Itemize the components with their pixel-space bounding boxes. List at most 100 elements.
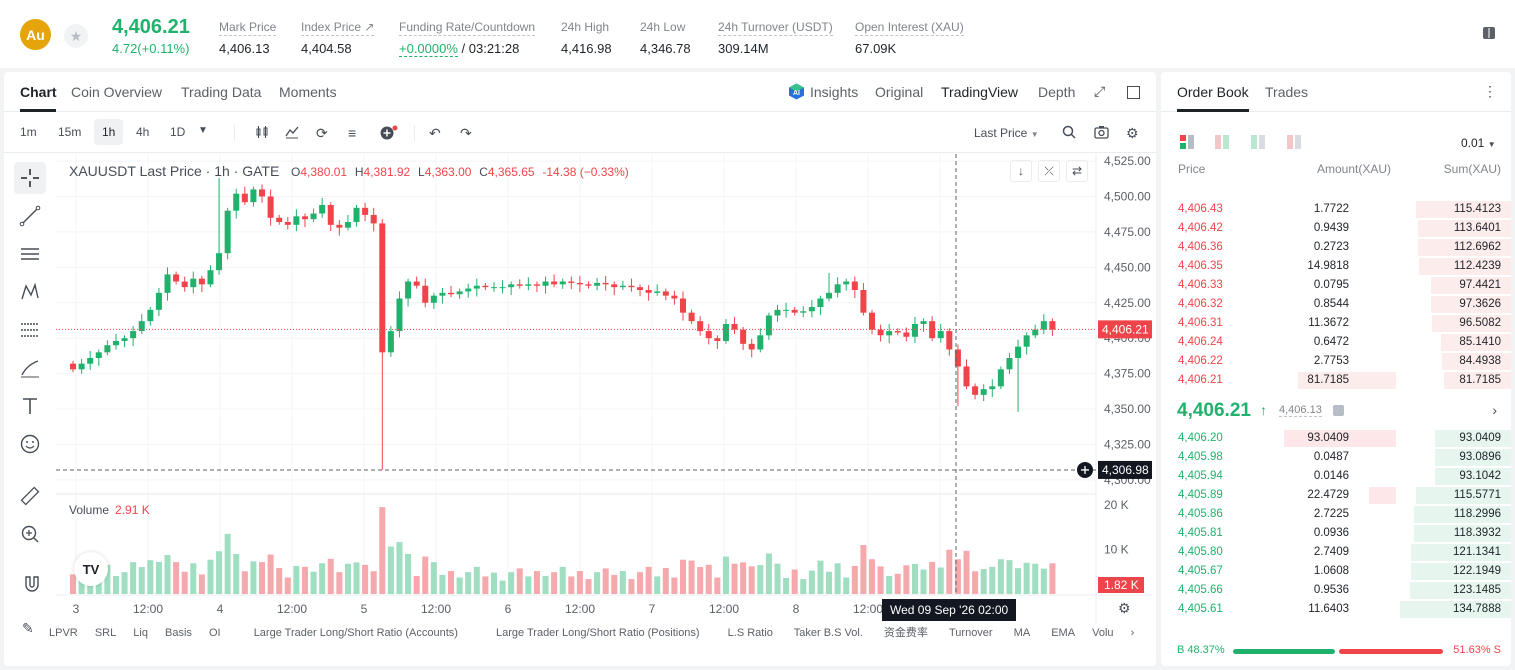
row-price: 4,405.94 (1178, 470, 1223, 482)
interval-15m[interactable]: 15m (58, 125, 82, 139)
bid-row[interactable]: 4,405.61 11.6403 134.7888 (1161, 600, 1511, 619)
ruler-tool-icon[interactable] (14, 480, 46, 512)
stat-funding-rate[interactable]: Funding Rate/Countdown +0.0000% / 03:21:… (399, 18, 536, 57)
bid-row[interactable]: 4,405.89 22.4729 115.5771 (1161, 486, 1511, 505)
brush-tool-icon[interactable] (14, 352, 46, 384)
fullscreen-icon[interactable] (1127, 86, 1140, 99)
ask-row[interactable]: 4,406.31 11.3672 96.5082 (1161, 314, 1511, 333)
indicator-ema[interactable]: EMA (1051, 627, 1076, 639)
indicator-basis[interactable]: Basis (165, 627, 192, 639)
interval-1m[interactable]: 1m (20, 125, 37, 139)
ask-row[interactable]: 4,406.32 0.8544 97.3626 (1161, 295, 1511, 314)
tab-tradingview[interactable]: TradingView (941, 84, 1019, 100)
volume-bar (70, 574, 77, 594)
volume-bar (637, 572, 644, 594)
pencil-lock-icon[interactable]: ✎ (22, 620, 34, 636)
tab-coin-overview[interactable]: Coin Overview (71, 84, 163, 100)
stat-mark-price[interactable]: Mark Price 4,406.13 (219, 18, 277, 56)
axis-settings-icon[interactable]: ⚙ (1118, 600, 1131, 616)
bid-row[interactable]: 4,405.98 0.0487 93.0896 (1161, 448, 1511, 467)
bid-row[interactable]: 4,405.86 2.7225 118.2996 (1161, 505, 1511, 524)
book-mode-bids-icon[interactable] (1250, 134, 1266, 150)
zoom-tool-icon[interactable] (14, 518, 46, 550)
indicators-icon[interactable] (285, 125, 299, 142)
price-type-select[interactable]: Last Price ▼ (974, 126, 1039, 140)
ask-row[interactable]: 4,406.24 0.6472 85.1410 (1161, 333, 1511, 352)
chevron-right-icon[interactable]: › (1130, 627, 1135, 639)
settings-gear-icon[interactable]: ⚙ (1126, 125, 1139, 141)
indicator-lpvr[interactable]: LPVR (49, 627, 78, 639)
text-tool-icon[interactable] (14, 390, 46, 422)
replay-icon[interactable]: ⟳ (316, 125, 328, 141)
tab-original[interactable]: Original (875, 84, 924, 100)
interval-1h[interactable]: 1h (94, 119, 124, 145)
interval-4h[interactable]: 4h (136, 125, 150, 139)
redo-icon[interactable]: ↷ (460, 125, 472, 141)
ask-row[interactable]: 4,406.36 0.2723 112.6962 (1161, 238, 1511, 257)
indicator-ma[interactable]: MA (1013, 627, 1031, 639)
book-mode-asks-icon[interactable] (1286, 134, 1302, 150)
bid-row[interactable]: 4,405.67 1.0608 122.1949 (1161, 562, 1511, 581)
scroll-down-icon[interactable]: ↓ (1010, 160, 1032, 182)
active-tab-underline (1177, 109, 1249, 112)
tab-chart[interactable]: Chart (20, 84, 57, 100)
ask-row[interactable]: 4,406.42 0.9439 113.6401 (1161, 219, 1511, 238)
ask-row[interactable]: 4,406.33 0.0795 97.4421 (1161, 276, 1511, 295)
tab-depth[interactable]: Depth (1038, 84, 1076, 100)
tab-trades[interactable]: Trades (1265, 84, 1309, 100)
book-mode-mixed-icon[interactable] (1214, 134, 1230, 150)
bid-row[interactable]: 4,405.94 0.0146 93.1042 (1161, 467, 1511, 486)
indicator-ls-positions[interactable]: Large Trader Long/Short Ratio (Positions… (495, 627, 700, 639)
swap-icon[interactable]: ⇄ (1066, 160, 1088, 182)
tab-moments[interactable]: Moments (279, 84, 337, 100)
stat-index-price[interactable]: Index Price ↗ 4,404.58 (301, 18, 375, 56)
indicator-ls-ratio[interactable]: L.S Ratio (727, 627, 773, 639)
indicator-srl[interactable]: SRL (94, 627, 117, 639)
indicator-liq[interactable]: Liq (133, 627, 148, 639)
stat-24h-turnover[interactable]: 24h Turnover (USDT) 309.14M (718, 18, 833, 56)
ask-row[interactable]: 4,406.43 1.7722 115.4123 (1161, 200, 1511, 219)
indicator-taker-vol[interactable]: Taker B.S Vol. (793, 627, 863, 639)
candle-type-icon[interactable] (255, 125, 269, 142)
fib-tool-icon[interactable] (14, 314, 46, 346)
tab-insights[interactable]: Insights (810, 84, 859, 100)
trendline-tool-icon[interactable] (14, 200, 46, 232)
expand-icon[interactable]: ⤢ (1094, 83, 1106, 99)
tab-trading-data[interactable]: Trading Data (181, 84, 262, 100)
indicator-funding-rate[interactable]: 资金费率 (883, 627, 928, 639)
horizontal-lines-tool-icon[interactable] (14, 238, 46, 270)
templates-icon[interactable]: ≡ (348, 125, 357, 141)
chevron-right-icon[interactable]: › (1492, 402, 1497, 418)
tradingview-logo[interactable]: TV (74, 552, 108, 586)
tab-order-book[interactable]: Order Book (1177, 84, 1249, 100)
undo-icon[interactable]: ↶ (429, 125, 441, 141)
indicator-turnover[interactable]: Turnover (948, 627, 993, 639)
interval-1d[interactable]: 1D (170, 125, 186, 139)
pattern-tool-icon[interactable] (14, 276, 46, 308)
candlestick-chart[interactable]: 4,525.00 4,500.00 4,475.00 4,450.00 4,425.00… (56, 154, 1152, 624)
camera-icon[interactable] (1094, 125, 1109, 142)
ask-row[interactable]: 4,406.22 2.7753 84.4938 (1161, 352, 1511, 371)
ask-row[interactable]: 4,406.35 14.9818 112.4239 (1161, 257, 1511, 276)
interval-dropdown-icon[interactable]: ▼ (198, 125, 208, 136)
book-mode-both-icon[interactable] (1179, 134, 1195, 150)
crosshair-tool-icon[interactable] (14, 162, 46, 194)
bid-row[interactable]: 4,405.81 0.0936 118.3932 (1161, 524, 1511, 543)
collapse-icon[interactable]: ⤫ (1038, 160, 1060, 182)
add-indicator-icon[interactable] (380, 125, 398, 144)
emoji-tool-icon[interactable] (14, 428, 46, 460)
indicator-volume[interactable]: Volu (1092, 627, 1114, 639)
bid-row[interactable]: 4,405.66 0.9536 123.1485 (1161, 581, 1511, 600)
ask-row[interactable]: 4,406.21 81.7185 81.7185 (1161, 371, 1511, 390)
more-menu-icon[interactable]: ⋮ (1483, 83, 1497, 99)
book-icon[interactable] (1481, 25, 1497, 41)
magnet-icon[interactable] (22, 574, 42, 599)
stat-open-interest[interactable]: Open Interest (XAU) 67.09K (855, 18, 964, 56)
bid-row[interactable]: 4,405.80 2.7409 121.1341 (1161, 543, 1511, 562)
indicator-ls-accounts[interactable]: Large Trader Long/Short Ratio (Accounts) (253, 627, 458, 639)
bid-row[interactable]: 4,406.20 93.0409 93.0409 (1161, 429, 1511, 448)
indicator-oi[interactable]: OI (209, 627, 221, 639)
tick-size-select[interactable]: 0.01 ▼ (1461, 136, 1496, 150)
search-icon[interactable] (1062, 125, 1076, 142)
favorite-star-icon[interactable]: ★ (64, 24, 88, 48)
